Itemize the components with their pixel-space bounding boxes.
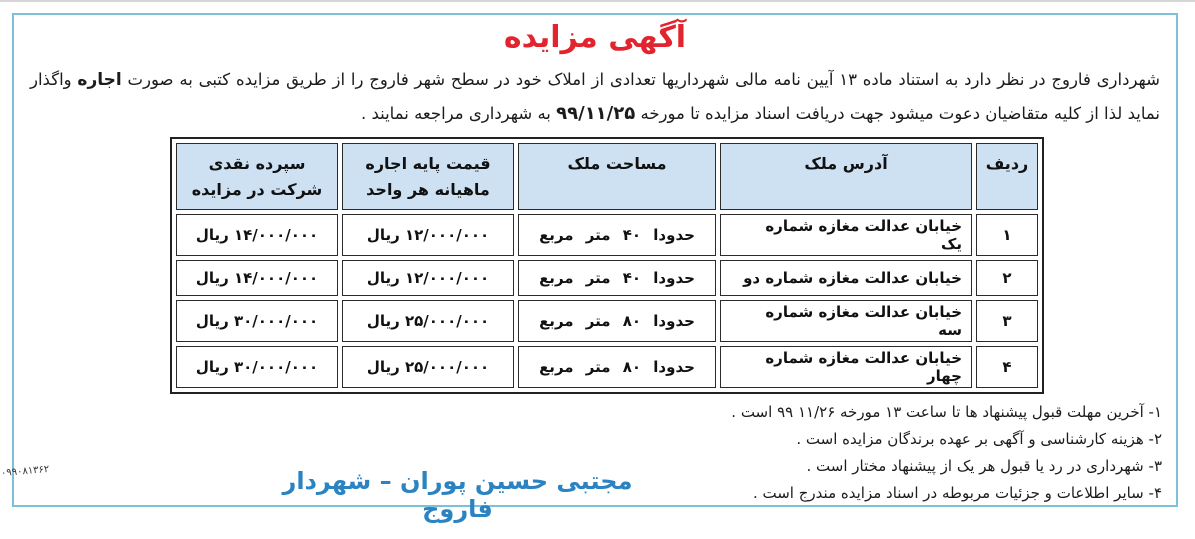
cell-address: خیابان عدالت مغازه شماره یک — [720, 214, 972, 256]
cell-address: خیابان عدالت مغازه شماره چهار — [720, 346, 972, 388]
cell-row-number: ۳ — [976, 300, 1038, 342]
conditions-list: ۱- آخرین مهلت قبول پیشنهاد ها تا ساعت ۱۳… — [14, 399, 1176, 507]
cell-row-number: ۴ — [976, 346, 1038, 388]
column-header-address: آدرس ملک — [720, 143, 972, 210]
column-header-deposit: سپرده نقدی شرکت در مزایده — [176, 143, 338, 210]
condition-item: ۳- شهرداری در رد یا قبول هر یک از پیشنها… — [806, 457, 1162, 475]
table-row: ۲ خیابان عدالت مغازه شماره دو حدودا ۴۰ م… — [176, 260, 1038, 296]
column-header-area: مساحت ملک — [518, 143, 716, 210]
auction-notice-box: آگهی مزایده شهرداری فاروج در نظر دارد به… — [12, 13, 1178, 523]
table-row: ۱ خیابان عدالت مغازه شماره یک حدودا ۴۰ م… — [176, 214, 1038, 256]
condition-item: ۲- هزینه کارشناسی و آگهی بر عهده برندگان… — [796, 430, 1162, 448]
cell-address: خیابان عدالت مغازه شماره دو — [720, 260, 972, 296]
cell-price: ۱۲/۰۰۰/۰۰۰ ریال — [342, 260, 514, 296]
cell-deposit: ۳۰/۰۰۰/۰۰۰ ریال — [176, 346, 338, 388]
mayor-signature: مجتبی حسین پوران – شهردار فاروج — [282, 467, 633, 523]
cell-price: ۱۲/۰۰۰/۰۰۰ ریال — [342, 214, 514, 256]
column-header-row-number: ردیف — [976, 143, 1038, 210]
table-row: ۳ خیابان عدالت مغازه شماره سه حدودا ۸۰ م… — [176, 300, 1038, 342]
intro-text-2: واگذار نماید لذا از کلیه متقاضیان دعوت م… — [30, 70, 1160, 123]
table-header-row: ردیف آدرس ملک مساحت ملک قیمت پایه اجاره … — [176, 143, 1038, 210]
cell-address: خیابان عدالت مغازه شماره سه — [720, 300, 972, 342]
cell-price: ۲۵/۰۰۰/۰۰۰ ریال — [342, 300, 514, 342]
cell-area: حدودا ۴۰ متر مربع — [518, 260, 716, 296]
cell-area: حدودا ۸۰ متر مربع — [518, 300, 716, 342]
cell-area: حدودا ۸۰ متر مربع — [518, 346, 716, 388]
intro-lease-term: اجاره — [77, 70, 122, 90]
auction-properties-table: ردیف آدرس ملک مساحت ملک قیمت پایه اجاره … — [170, 137, 1044, 394]
intro-text-1: شهرداری فاروج در نظر دارد به استناد ماده… — [127, 70, 1160, 89]
cell-row-number: ۲ — [976, 260, 1038, 296]
page-top-edge — [0, 0, 1195, 2]
column-header-price: قیمت پایه اجاره ماهیانه هر واحد — [342, 143, 514, 210]
intro-text-3: به شهرداری مراجعه نمایند . — [360, 104, 551, 123]
cell-row-number: ۱ — [976, 214, 1038, 256]
condition-item: ۴- سایر اطلاعات و جزئیات مربوطه در اسناد… — [752, 484, 1162, 502]
page-title: آگهی مزایده — [503, 20, 687, 55]
cell-price: ۲۵/۰۰۰/۰۰۰ ریال — [342, 346, 514, 388]
intro-deadline-date: ۹۹/۱۱/۲۵ — [556, 103, 636, 124]
table-row: ۴ خیابان عدالت مغازه شماره چهار حدودا ۸۰… — [176, 346, 1038, 388]
cell-deposit: ۱۴/۰۰۰/۰۰۰ ریال — [176, 260, 338, 296]
cell-deposit: ۱۴/۰۰۰/۰۰۰ ریال — [176, 214, 338, 256]
cell-area: حدودا ۴۰ متر مربع — [518, 214, 716, 256]
intro-paragraph: شهرداری فاروج در نظر دارد به استناد ماده… — [14, 55, 1176, 131]
condition-item: ۱- آخرین مهلت قبول پیشنهاد ها تا ساعت ۱۳… — [731, 403, 1162, 421]
cell-deposit: ۳۰/۰۰۰/۰۰۰ ریال — [176, 300, 338, 342]
